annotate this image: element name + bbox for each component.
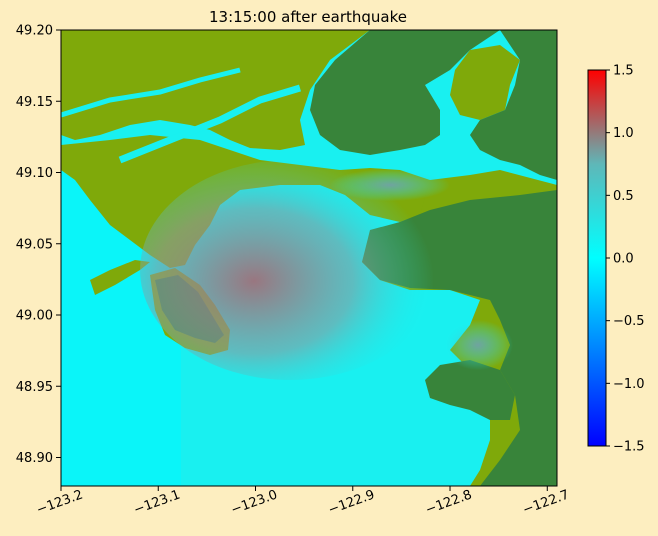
y-tick-label: 48.95 bbox=[16, 380, 53, 395]
colorbar-tick-label: 1.5 bbox=[613, 64, 634, 79]
y-tick-label: 49.15 bbox=[16, 95, 53, 110]
x-tick-label: −122.8 bbox=[424, 487, 474, 518]
y-axis: 48.90 48.95 49.00 49.05 49.10 49.15 49.20 bbox=[16, 24, 61, 466]
y-tick-label: 49.20 bbox=[16, 24, 53, 39]
colorbar-tick-label: −1.5 bbox=[613, 440, 645, 455]
y-tick-label: 49.10 bbox=[16, 166, 53, 181]
raised-water-bay bbox=[140, 160, 440, 380]
x-tick-label: −123.0 bbox=[229, 487, 279, 518]
upland-northeast-2 bbox=[470, 30, 557, 180]
river-channel-2 bbox=[61, 67, 241, 118]
y-tick-label: 49.00 bbox=[16, 309, 53, 324]
lowland-north bbox=[61, 30, 370, 150]
upland-northeast bbox=[310, 30, 500, 155]
lowland-spit bbox=[90, 260, 150, 295]
x-axis: −123.2 −123.1 −123.0 −122.9 −122.8 −122.7 bbox=[35, 486, 571, 518]
chart-title: 13:15:00 after earthquake bbox=[209, 8, 407, 26]
axes-frame bbox=[60, 29, 558, 487]
heatmap-field bbox=[61, 30, 557, 486]
river-channel bbox=[118, 84, 302, 164]
x-tick-label: −123.2 bbox=[35, 487, 85, 518]
colorbar-tick-label: 0.0 bbox=[613, 252, 634, 267]
colorbar-tick-label: 0.5 bbox=[613, 189, 634, 204]
colorbar bbox=[587, 69, 607, 447]
x-tick-label: −123.1 bbox=[132, 487, 182, 518]
x-tick-label: −122.7 bbox=[521, 487, 571, 518]
y-tick-label: 49.05 bbox=[16, 237, 53, 252]
colorbar-axis: 1.5 1.0 0.5 0.0 −0.5 −1.0 −1.5 bbox=[606, 64, 645, 455]
colorbar-tick-label: −0.5 bbox=[613, 314, 645, 329]
colorbar-tick-label: 1.0 bbox=[613, 126, 634, 141]
raised-water-east bbox=[443, 320, 513, 370]
x-tick-label: −122.9 bbox=[326, 487, 376, 518]
colorbar-tick-label: −1.0 bbox=[613, 377, 645, 392]
y-tick-label: 48.90 bbox=[16, 451, 53, 466]
lowland-ne-fringe bbox=[450, 45, 520, 120]
upland-peninsula bbox=[425, 360, 515, 420]
raised-water-north bbox=[330, 169, 450, 201]
